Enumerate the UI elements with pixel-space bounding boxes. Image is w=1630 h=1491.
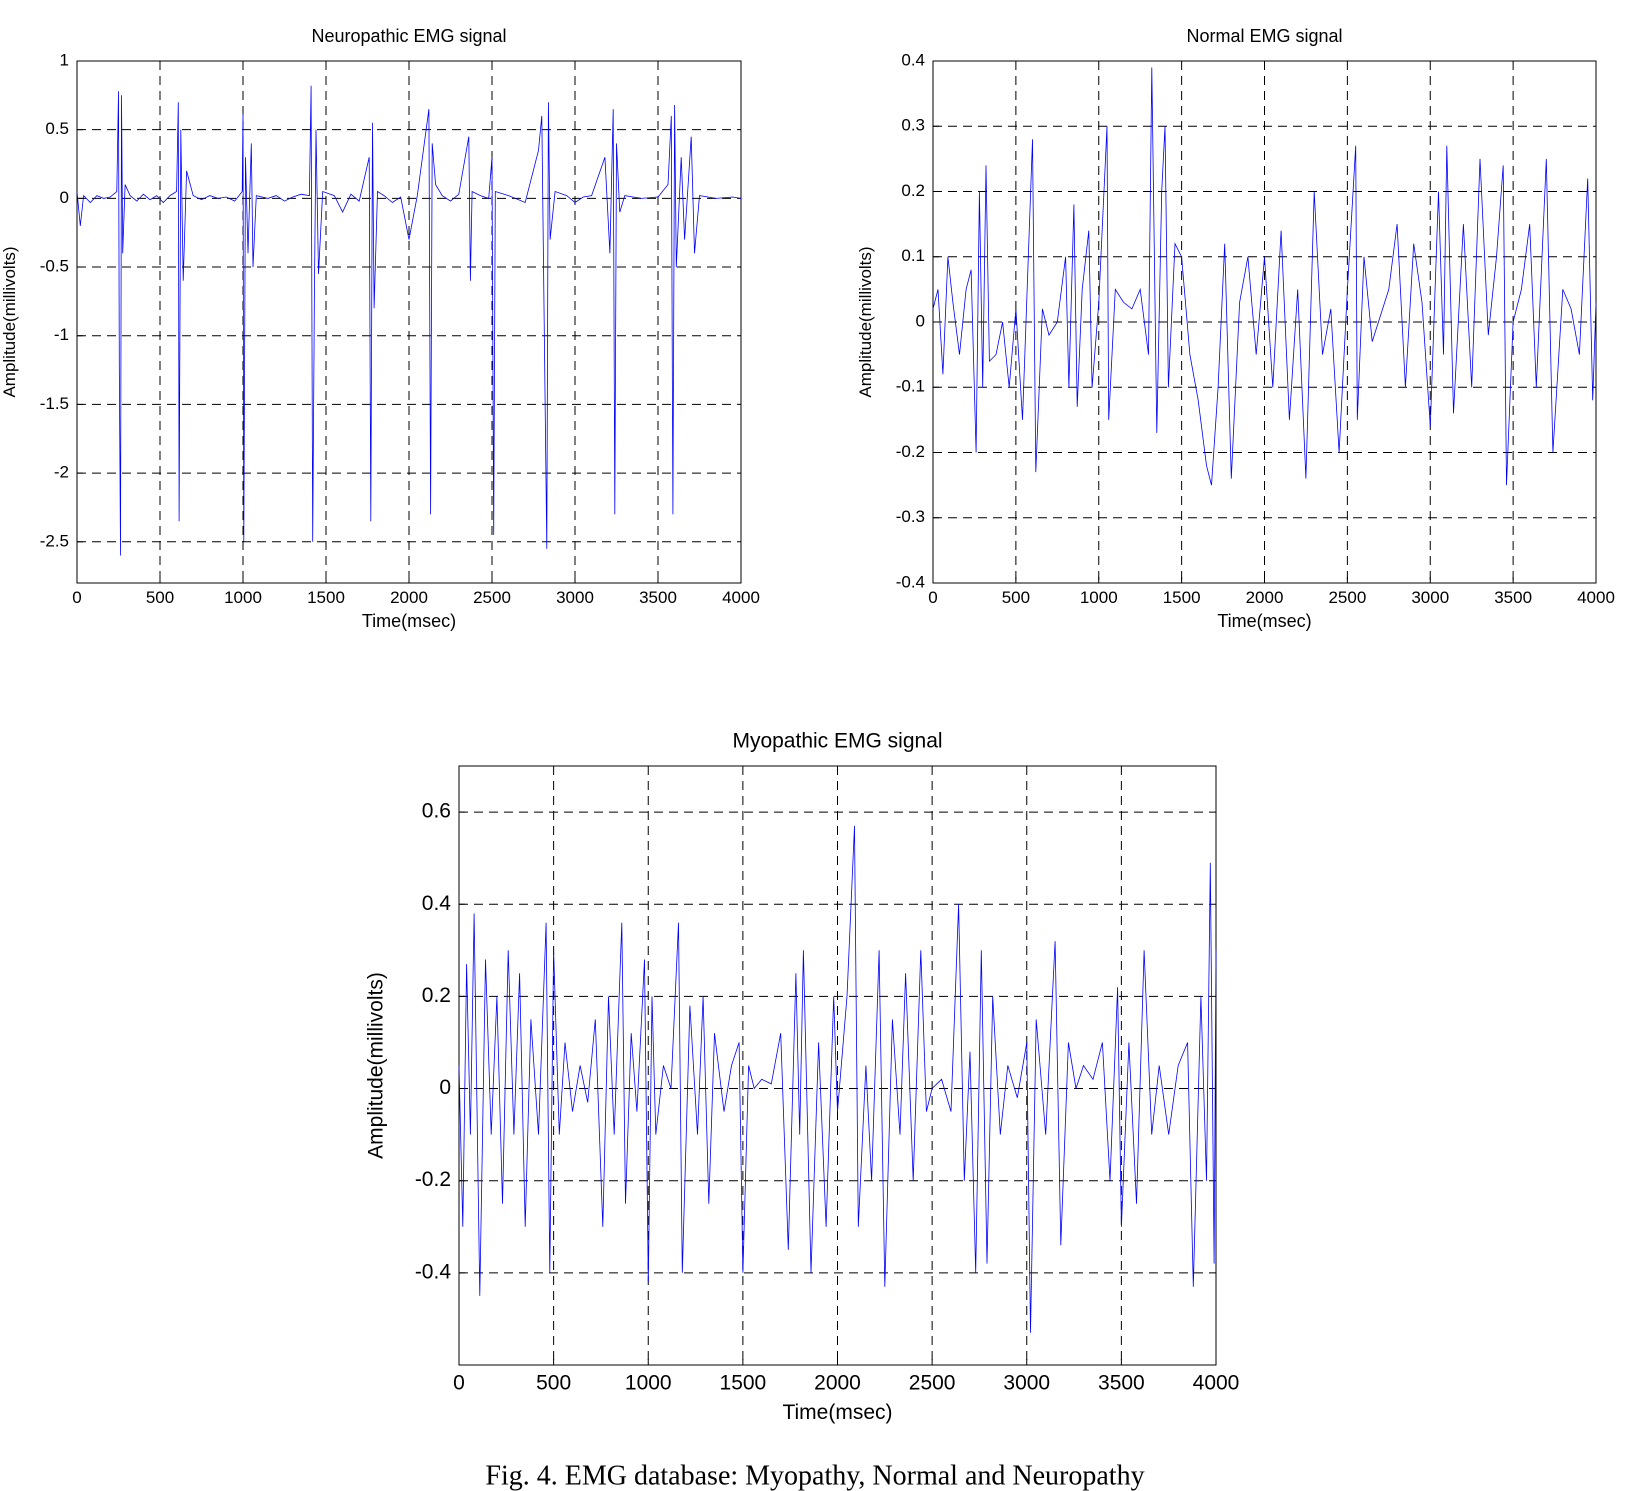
- y-axis-label: Amplitude(millivolts): [365, 972, 388, 1159]
- x-tick-label: 4000: [1193, 1371, 1240, 1394]
- x-tick-label: 0: [453, 1371, 465, 1394]
- x-tick-label: 2000: [390, 588, 428, 607]
- x-axis-label: Time(msec): [1217, 611, 1311, 631]
- x-axis-label: Time(msec): [362, 611, 456, 631]
- y-axis-label: Amplitude(millivolts): [0, 246, 19, 397]
- x-tick-label: 3500: [639, 588, 677, 607]
- chart-title: Normal EMG signal: [1186, 26, 1342, 46]
- x-tick-label: 1000: [224, 588, 262, 607]
- y-tick-label: 0: [916, 311, 925, 330]
- x-tick-label: 4000: [1577, 588, 1615, 607]
- plot-frame: [458, 765, 1217, 1366]
- x-tick-label: 500: [1002, 588, 1030, 607]
- y-tick-label: 0.2: [422, 984, 451, 1007]
- y-tick-label: -0.4: [415, 1260, 452, 1283]
- x-tick-label: 3000: [1411, 588, 1449, 607]
- x-tick-label: 2000: [814, 1371, 861, 1394]
- y-tick-label: 0.4: [901, 50, 925, 69]
- y-axis-label: Amplitude(millivolts): [856, 246, 875, 397]
- y-tick-label: -0.2: [896, 442, 925, 461]
- x-tick-label: 4000: [722, 588, 760, 607]
- x-tick-label: 2500: [473, 588, 511, 607]
- x-tick-label: 2500: [1328, 588, 1366, 607]
- y-tick-label: -0.4: [896, 572, 925, 591]
- x-axis-label: Time(msec): [782, 1401, 892, 1424]
- x-tick-label: 500: [536, 1371, 571, 1394]
- x-tick-label: 1000: [625, 1371, 672, 1394]
- signal-line: [76, 85, 742, 556]
- x-tick-label: 1500: [1163, 588, 1201, 607]
- x-tick-label: 500: [146, 588, 174, 607]
- signal-line: [458, 825, 1217, 1333]
- y-tick-label: 0.3: [901, 116, 925, 135]
- x-tick-label: 3000: [556, 588, 594, 607]
- y-tick-label: 0.1: [901, 246, 925, 265]
- y-tick-label: 0: [439, 1076, 451, 1099]
- y-tick-label: 1: [60, 50, 69, 69]
- chart-title: Myopathic EMG signal: [732, 730, 942, 753]
- y-tick-label: 0.6: [422, 800, 451, 823]
- y-tick-label: -2.5: [40, 531, 69, 550]
- y-tick-label: -0.2: [415, 1168, 451, 1191]
- x-tick-label: 1500: [307, 588, 345, 607]
- x-tick-label: 0: [928, 588, 937, 607]
- x-tick-label: 3000: [1003, 1371, 1050, 1394]
- x-tick-label: 3500: [1098, 1371, 1145, 1394]
- signal-line: [932, 67, 1597, 486]
- y-tick-label: -2: [54, 463, 69, 482]
- y-tick-label: -0.5: [40, 257, 69, 276]
- x-tick-label: 2500: [909, 1371, 956, 1394]
- y-tick-label: -1: [54, 325, 69, 344]
- y-tick-label: -0.1: [896, 377, 925, 396]
- y-tick-label: 0.2: [901, 181, 925, 200]
- x-tick-label: 3500: [1494, 588, 1532, 607]
- x-tick-label: 1000: [1080, 588, 1118, 607]
- caption: Fig. 4. EMG database: Myopathy, Normal a…: [485, 1460, 1144, 1491]
- y-tick-label: 0: [60, 188, 69, 207]
- x-tick-label: 2000: [1246, 588, 1284, 607]
- x-tick-label: 0: [72, 588, 81, 607]
- chart-title: Neuropathic EMG signal: [311, 26, 506, 46]
- y-tick-label: -1.5: [40, 394, 69, 413]
- y-tick-label: 0.4: [422, 892, 452, 915]
- y-tick-label: -0.3: [896, 507, 925, 526]
- y-tick-label: 0.5: [45, 119, 69, 138]
- x-tick-label: 1500: [720, 1371, 767, 1394]
